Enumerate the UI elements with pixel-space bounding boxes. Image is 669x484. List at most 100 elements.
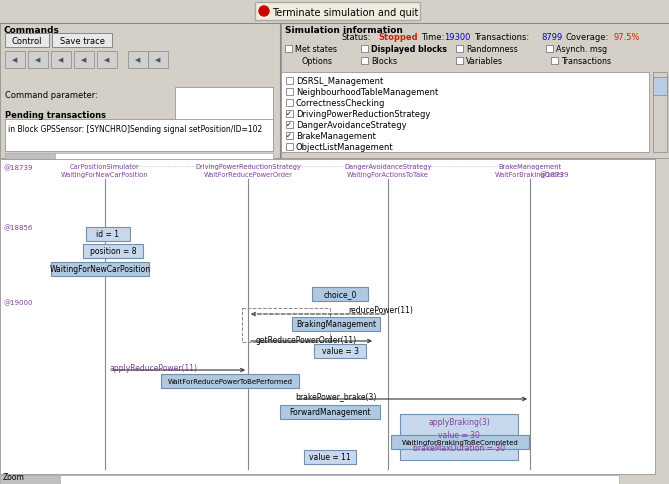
Text: position = 8: position = 8	[90, 247, 136, 256]
Bar	[97, 52, 117, 69]
Text: Save trace: Save trace	[60, 36, 104, 45]
Text: Status:: Status:	[341, 33, 371, 43]
Text: WaitForReducePowerToBePerformed: WaitForReducePowerToBePerformed	[167, 378, 292, 384]
Text: Variables: Variables	[466, 58, 503, 66]
Text: Command parameter:: Command parameter:	[5, 91, 98, 99]
Bar	[653, 73, 667, 152]
Text: getReducePowerOrder(11): getReducePowerOrder(11)	[256, 335, 357, 344]
Text: 97.5%: 97.5%	[614, 33, 640, 43]
Text: Asynch. msg: Asynch. msg	[556, 45, 607, 54]
Text: NeighbourhoodTableManagement: NeighbourhoodTableManagement	[296, 88, 438, 97]
Text: ◀: ◀	[82, 58, 87, 63]
Text: CarPositionSimulator: CarPositionSimulator	[70, 164, 140, 170]
Bar	[83, 244, 143, 258]
Text: WaitForBrakingOrder: WaitForBrakingOrder	[495, 172, 565, 178]
Circle shape	[259, 7, 269, 17]
Text: Coverage:: Coverage:	[566, 33, 609, 43]
Bar	[128, 52, 148, 69]
Bar	[161, 374, 299, 388]
Text: Control: Control	[12, 36, 42, 45]
Bar	[292, 318, 380, 332]
Text: brakePower_brake(3): brakePower_brake(3)	[295, 391, 377, 400]
Text: DangerAvoidanceStrategy: DangerAvoidanceStrategy	[345, 164, 432, 170]
Text: ✓: ✓	[286, 111, 292, 117]
Bar	[148, 52, 168, 69]
Text: ✓: ✓	[286, 122, 292, 128]
Bar	[51, 262, 149, 276]
Text: ◀: ◀	[58, 58, 64, 63]
Bar	[0, 24, 280, 159]
Bar	[0, 160, 655, 474]
Text: ◀: ◀	[35, 58, 41, 63]
Bar	[546, 46, 553, 53]
Text: BrakeManagement: BrakeManagement	[296, 132, 376, 141]
Text: WaitingforBrakingToBeCompleted: WaitingforBrakingToBeCompleted	[401, 439, 518, 445]
Text: 19300: 19300	[444, 33, 470, 43]
Bar	[456, 46, 463, 53]
Bar	[286, 111, 293, 118]
Bar	[74, 52, 94, 69]
Text: brakeMaxDuration = 30: brakeMaxDuration = 30	[413, 443, 505, 453]
Text: id = 1: id = 1	[96, 230, 120, 239]
Bar	[456, 58, 463, 65]
Text: DangerAvoidanceStrategy: DangerAvoidanceStrategy	[296, 121, 407, 130]
Bar	[653, 78, 667, 96]
Text: Simulation information: Simulation information	[285, 26, 403, 35]
Bar	[281, 24, 669, 159]
Text: ◀: ◀	[12, 58, 17, 63]
Text: value = 11: value = 11	[309, 453, 351, 462]
Bar	[286, 89, 293, 96]
Bar	[0, 475, 619, 484]
Bar	[51, 52, 71, 69]
Bar	[280, 405, 380, 419]
Bar	[286, 100, 293, 107]
Bar	[5, 52, 25, 69]
Bar	[312, 287, 368, 302]
Bar	[391, 435, 529, 449]
Bar	[0, 475, 60, 484]
Bar	[281, 73, 649, 152]
Text: Time:: Time:	[421, 33, 444, 43]
Text: WaitForReducePowerOrder: WaitForReducePowerOrder	[203, 172, 292, 178]
Bar	[361, 58, 368, 65]
Text: ◀: ◀	[135, 58, 140, 63]
Text: Transactions:: Transactions:	[474, 33, 529, 43]
Bar	[286, 144, 293, 151]
Text: applyReducePower(11): applyReducePower(11)	[110, 363, 198, 372]
Text: BrakingManagement: BrakingManagement	[296, 320, 376, 329]
Text: ObjectListManagement: ObjectListManagement	[296, 143, 393, 151]
Text: ◀: ◀	[104, 58, 110, 63]
Bar	[5, 120, 273, 151]
Text: Pending transactions: Pending transactions	[5, 110, 106, 119]
Bar	[86, 227, 130, 242]
Text: DrivingPowerReductionStrategy: DrivingPowerReductionStrategy	[195, 164, 301, 170]
Text: Blocks: Blocks	[371, 58, 397, 66]
Text: WaitingForNewCarPosition: WaitingForNewCarPosition	[62, 172, 149, 178]
Bar	[285, 46, 292, 53]
Text: Transactions: Transactions	[561, 58, 611, 66]
Text: @18739: @18739	[540, 172, 569, 178]
Text: ForwardManagement: ForwardManagement	[289, 408, 371, 417]
Text: Stopped: Stopped	[378, 33, 417, 43]
Text: @19000: @19000	[3, 300, 33, 306]
Text: applyBraking(3): applyBraking(3)	[428, 418, 490, 426]
Text: ✓: ✓	[286, 133, 292, 139]
Bar	[175, 88, 273, 130]
Text: BrakeManagement: BrakeManagement	[498, 164, 561, 170]
Bar	[286, 133, 293, 140]
Text: DSRSL_Management: DSRSL_Management	[296, 77, 383, 86]
Text: WaitingForActionsToTake: WaitingForActionsToTake	[347, 172, 429, 178]
Bar	[304, 450, 356, 464]
Text: @18856: @18856	[3, 225, 32, 231]
Bar	[5, 34, 49, 48]
Text: Zoom: Zoom	[3, 472, 25, 481]
Text: 8799: 8799	[541, 33, 562, 43]
Text: value = 3: value = 3	[322, 347, 359, 356]
Text: @18739: @18739	[3, 165, 33, 171]
Bar	[255, 3, 420, 21]
Text: Met states: Met states	[295, 45, 337, 54]
Bar	[242, 308, 330, 342]
Text: ◀: ◀	[155, 58, 161, 63]
Bar	[28, 52, 48, 69]
Text: value = 30: value = 30	[438, 431, 480, 439]
